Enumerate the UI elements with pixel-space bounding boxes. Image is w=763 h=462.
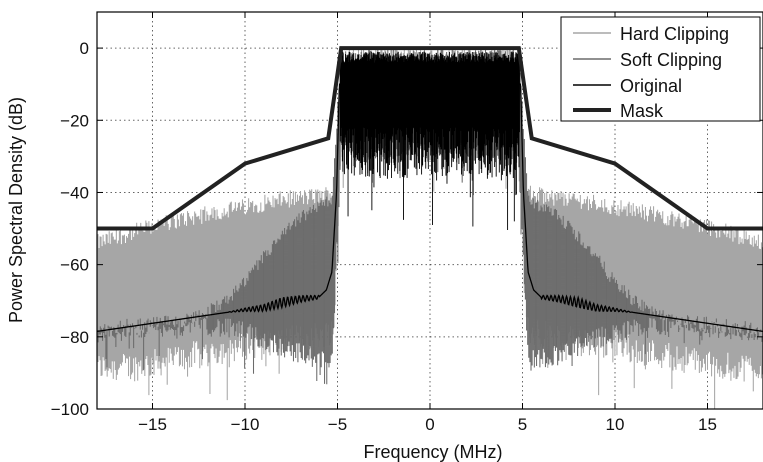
y-tick-label: −80: [60, 328, 89, 347]
y-tick-label: −100: [51, 400, 89, 419]
series-original-inband: [339, 51, 520, 231]
x-tick-label: −10: [231, 415, 260, 434]
series-layer: [97, 46, 763, 409]
x-tick-label: 5: [518, 415, 527, 434]
legend: Hard Clipping Soft Clipping Original Mas…: [560, 16, 761, 122]
legend-label-mask: Mask: [620, 101, 664, 121]
x-axis-title: Frequency (MHz): [363, 442, 502, 462]
y-tick-label: −20: [60, 111, 89, 130]
legend-box: [560, 16, 761, 122]
series-original: [97, 83, 763, 333]
y-tick-label: −40: [60, 183, 89, 202]
y-tick-label: −60: [60, 256, 89, 275]
x-tick-label: 15: [698, 415, 717, 434]
x-tick-label: 10: [606, 415, 625, 434]
series-mask: [97, 46, 763, 231]
y-axis-title: Power Spectral Density (dB): [6, 97, 26, 323]
y-tick-label: 0: [80, 39, 89, 58]
legend-label-original: Original: [620, 76, 682, 96]
x-tick-label: −15: [138, 415, 167, 434]
axis-ticks: −15 −10 −5 0 5 10 15 0 −20 −40 −60 −80 −100: [51, 12, 763, 434]
x-tick-label: −5: [328, 415, 347, 434]
x-tick-label: 0: [425, 415, 434, 434]
legend-label-soft-clipping: Soft Clipping: [620, 50, 722, 70]
legend-label-hard-clipping: Hard Clipping: [620, 24, 729, 44]
